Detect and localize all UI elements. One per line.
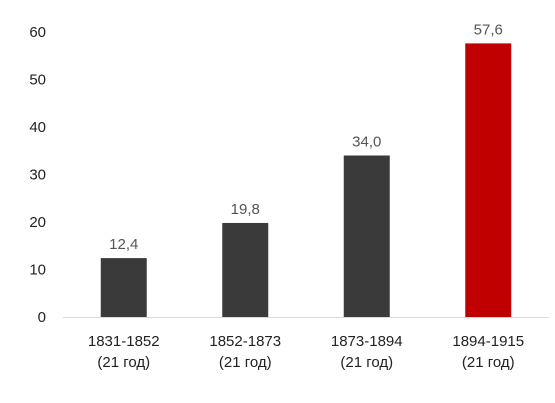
category-period: 1831-1852 [88,333,160,350]
x-tick-label: 1852-1873 (21 год) [209,333,281,371]
category-period: 1894-1915 [452,333,524,350]
data-label: 12,4 [109,236,138,253]
category-duration: (21 год) [340,354,393,371]
x-tick-label: 1831-1852 (21 год) [88,333,160,371]
y-tick-label: 10 [29,262,46,279]
x-tick-label: 1894-1915 (21 год) [452,333,524,371]
category-duration: (21 год) [219,354,272,371]
y-tick-label: 40 [29,119,46,136]
y-axis: 0 10 20 30 40 50 60 [29,24,549,326]
y-tick-label: 50 [29,72,46,89]
bar [222,222,269,317]
data-label: 34,0 [352,134,381,151]
bars: 12,4 19,8 34,0 57,6 [100,21,512,318]
x-tick-label: 1873-1894 (21 год) [331,333,403,371]
category-duration: (21 год) [462,354,515,371]
bar [100,258,147,317]
x-axis: 1831-1852 (21 год)1852-1873 (21 год)1873-1… [88,333,524,371]
bar [343,155,390,317]
data-label: 57,6 [474,21,503,38]
y-tick-label: 20 [29,214,46,231]
bar [465,43,512,318]
category-period: 1852-1873 [209,333,281,350]
y-tick-label: 60 [29,24,46,41]
category-duration: (21 год) [97,354,150,371]
category-period: 1873-1894 [331,333,403,350]
data-label: 19,8 [231,201,260,218]
y-tick-label: 30 [29,167,46,184]
y-tick-label: 0 [38,309,46,326]
